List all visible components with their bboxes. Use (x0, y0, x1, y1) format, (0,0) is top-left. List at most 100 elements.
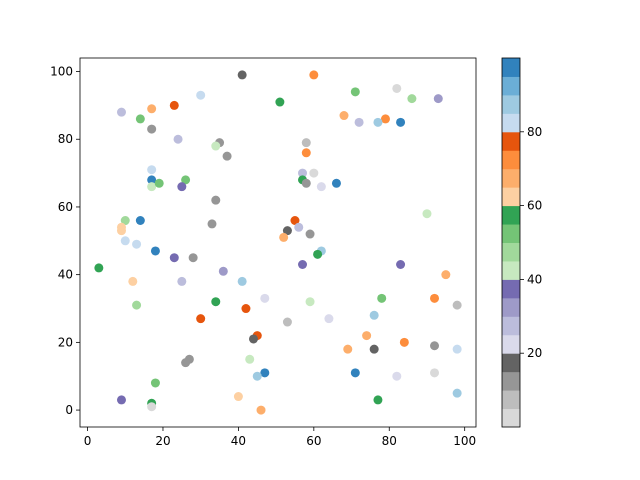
y-tick-label: 0 (65, 403, 73, 417)
point (290, 215, 300, 225)
point (147, 402, 157, 412)
point (181, 175, 191, 185)
x-tick-label: 100 (453, 434, 476, 448)
point (392, 371, 402, 381)
colorbar-tick-label: 20 (527, 346, 542, 360)
point (282, 226, 292, 236)
point (173, 134, 183, 144)
point (177, 182, 187, 192)
point (316, 182, 326, 192)
colorbar-segment (502, 390, 520, 410)
point (94, 263, 104, 273)
point (211, 297, 221, 307)
point (377, 293, 387, 303)
point (181, 358, 191, 368)
point (294, 222, 304, 232)
point (275, 97, 285, 107)
point (196, 314, 206, 324)
point (301, 148, 311, 158)
colorbar-segment (502, 408, 520, 428)
point (150, 246, 160, 256)
point (331, 178, 341, 188)
colorbar-segment (502, 58, 520, 77)
x-tick-label: 40 (231, 434, 246, 448)
point (422, 209, 432, 219)
colorbar-segment (502, 242, 520, 262)
y-tick-label: 40 (58, 268, 73, 282)
colorbar-segment (502, 334, 520, 354)
y-tick-label: 60 (58, 200, 73, 214)
colorbar-segment (502, 297, 520, 317)
point (132, 300, 142, 310)
point (147, 124, 157, 134)
colorbar-segment (502, 150, 520, 170)
colorbar-segment (502, 353, 520, 373)
point (154, 178, 164, 188)
point (147, 182, 157, 192)
point (135, 114, 145, 124)
point (396, 260, 406, 270)
point (233, 392, 243, 402)
point (350, 87, 360, 97)
point (339, 111, 349, 121)
point (211, 195, 221, 205)
x-tick-label: 0 (84, 434, 92, 448)
point (309, 70, 319, 80)
point (241, 304, 251, 314)
point (245, 354, 255, 364)
colorbar-tick-label: 40 (527, 272, 542, 286)
point (237, 70, 247, 80)
colorbar-segment (502, 279, 520, 299)
point (260, 368, 270, 378)
point (301, 138, 311, 148)
point (301, 178, 311, 188)
point (135, 215, 145, 225)
point (407, 94, 417, 104)
point (369, 310, 379, 320)
colorbar-segment (502, 224, 520, 243)
y-tick-label: 100 (50, 65, 73, 79)
point (169, 100, 179, 110)
point (399, 337, 409, 347)
point (207, 219, 217, 229)
colorbar-segment (502, 187, 520, 207)
point (392, 83, 402, 93)
point (396, 117, 406, 127)
x-tick-label: 80 (382, 434, 397, 448)
point (132, 239, 142, 249)
point (362, 331, 372, 341)
point (116, 107, 126, 117)
point (452, 344, 462, 354)
point (169, 253, 179, 263)
colorbar-segment (502, 113, 520, 133)
point (433, 94, 443, 104)
colorbar-tick-label: 60 (527, 199, 542, 213)
point (305, 297, 315, 307)
colorbar-segment (502, 316, 520, 336)
point (298, 168, 308, 178)
point (380, 114, 390, 124)
colorbar-segment (502, 371, 520, 391)
point (260, 293, 270, 303)
point (150, 378, 160, 388)
point (218, 266, 228, 276)
colorbar-segment (502, 131, 520, 151)
point (373, 395, 383, 405)
point (298, 260, 308, 270)
point (430, 368, 440, 378)
point (237, 276, 247, 286)
point (252, 371, 262, 381)
point (120, 236, 130, 246)
point (248, 334, 258, 344)
point (256, 405, 266, 415)
colorbar-segment (502, 168, 520, 188)
point (313, 249, 323, 259)
point (350, 368, 360, 378)
point (354, 117, 364, 127)
point (369, 344, 379, 354)
point (279, 232, 289, 242)
y-tick-label: 20 (58, 335, 73, 349)
point (147, 165, 157, 175)
point (430, 293, 440, 303)
